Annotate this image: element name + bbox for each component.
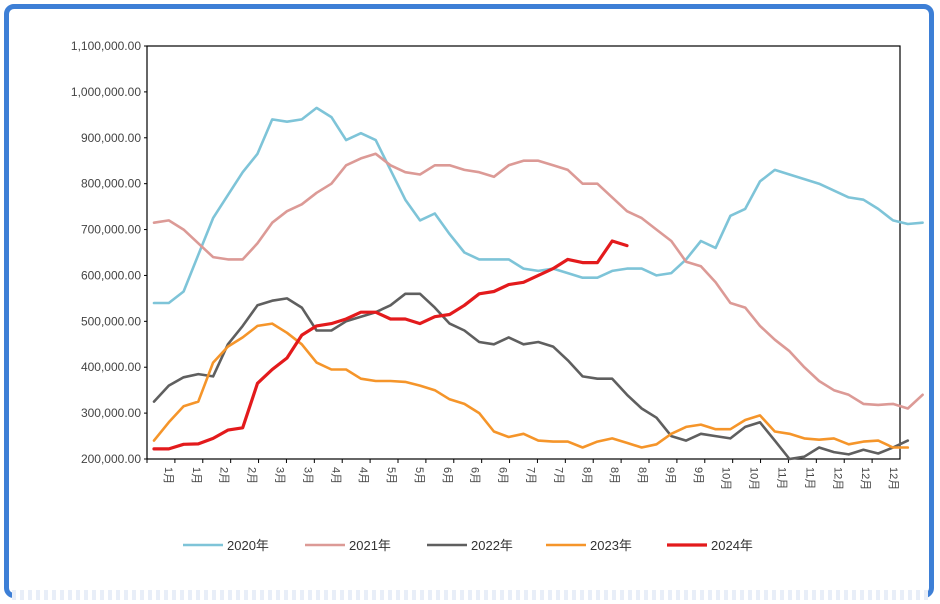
series-line-2021 [152, 152, 924, 410]
y-axis: 1,100,000.00 1,000,000.00 900,000.00 800,00… [71, 39, 147, 466]
x-tick-label: 2月 [246, 467, 258, 484]
series-line-2023 [152, 322, 910, 449]
legend-label: 2023年 [590, 538, 632, 553]
y-tick-label: 1,000,000.00 [71, 85, 141, 99]
x-tick-label: 3月 [301, 467, 313, 484]
y-tick-label: 400,000.00 [81, 360, 141, 374]
x-tick-label: 7月 [552, 467, 564, 484]
x-tick-label: 4月 [357, 467, 369, 484]
series-lines [152, 106, 924, 461]
x-tick-label: 12月 [887, 467, 899, 490]
x-tick-label: 11月 [776, 467, 788, 489]
x-tick-label: 6月 [469, 467, 481, 484]
x-tick-label: 10月 [720, 467, 732, 490]
y-tick-label: 300,000.00 [81, 406, 141, 420]
series-line-2020 [152, 106, 924, 305]
x-tick-label: 12月 [831, 467, 843, 490]
legend-label: 2024年 [711, 538, 753, 553]
x-tick-label: 4月 [329, 467, 341, 484]
x-tick-label: 2月 [218, 467, 230, 484]
y-tick-label: 600,000.00 [81, 268, 141, 282]
y-tick-label: 1,100,000.00 [71, 39, 141, 53]
x-tick-label: 10月 [748, 467, 760, 490]
x-tick-label: 5月 [385, 467, 397, 484]
x-tick-label: 6月 [441, 467, 453, 484]
x-tick-label: 11月 [803, 467, 815, 489]
y-tick-label: 900,000.00 [81, 131, 141, 145]
x-tick-label: 6月 [497, 467, 509, 484]
x-tick-label: 9月 [664, 467, 676, 484]
y-tick-label: 800,000.00 [81, 177, 141, 191]
y-tick-label: 500,000.00 [81, 314, 141, 328]
x-tick-label: 8月 [580, 467, 592, 484]
y-tick-label: 200,000.00 [81, 452, 141, 466]
x-tick-label: 3月 [274, 467, 286, 484]
legend-label: 2021年 [349, 538, 391, 553]
x-tick-label: 1月 [162, 467, 174, 484]
plot-area [146, 45, 901, 460]
x-tick-label: 12月 [859, 467, 871, 490]
series-line-2024 [152, 239, 629, 451]
x-tick-label: 1月 [190, 467, 202, 484]
series-line-2022 [152, 292, 910, 461]
x-tick-label: 5月 [413, 467, 425, 484]
x-tick-label: 7月 [525, 467, 537, 484]
y-tick-label: 700,000.00 [81, 223, 141, 237]
x-tick-label: 8月 [636, 467, 648, 484]
legend-label: 2020年 [227, 538, 269, 553]
x-axis: 1月 1月 2月 2月 3月 3月 4月 4月 5月 5月 6月 6月 6月 7月 7月 8月 8月 8月 9月 9月… [146, 459, 899, 490]
x-tick-label: 9月 [692, 467, 704, 484]
frame-shadow [12, 590, 928, 600]
legend: 2020年 2021年 2022年 2023年 2024年 [183, 538, 753, 553]
x-tick-label: 8月 [608, 467, 620, 484]
legend-label: 2022年 [471, 538, 513, 553]
